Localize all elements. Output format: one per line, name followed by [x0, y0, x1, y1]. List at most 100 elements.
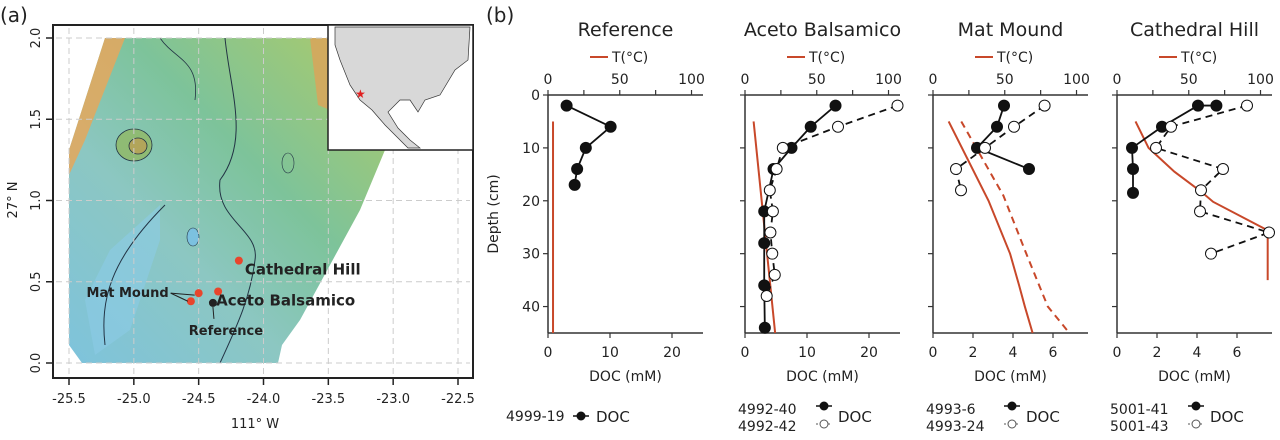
- legend-series-label: DOC: [838, 408, 872, 426]
- depth-tick-label: 10: [522, 141, 540, 157]
- depth-tick-label: 40: [522, 300, 540, 316]
- doc-tick-label: 2: [1153, 345, 1162, 361]
- doc-series-line: [765, 104, 898, 297]
- depth-axis-label: Depth (cm): [486, 174, 502, 253]
- doc-axis-label: DOC (mM): [786, 369, 859, 385]
- legend-core-id: 4992-42: [738, 419, 797, 435]
- site-leader-line: [170, 292, 189, 302]
- doc-data-point: [1126, 141, 1138, 154]
- legend-core-id: 4993-6: [926, 402, 976, 418]
- doc-tick-label: 10: [601, 345, 619, 361]
- doc-data-point: [891, 99, 904, 112]
- map-y-tick-label: 1.5: [29, 109, 44, 130]
- chart-title: Mat Mound: [958, 19, 1064, 41]
- t-tick-label: 50: [996, 72, 1014, 88]
- map-x-tick-label: -24.5: [182, 392, 216, 407]
- legend-series-label: DOC: [596, 408, 630, 426]
- chart-title: Aceto Balsamico: [744, 19, 901, 41]
- doc-data-point: [1210, 99, 1223, 112]
- site-label: Reference: [189, 324, 263, 339]
- legend-core-id: 5001-43: [1110, 419, 1169, 435]
- doc-data-point: [955, 184, 967, 197]
- t-tick-label: 50: [1180, 72, 1198, 88]
- t-tick-label: 0: [929, 72, 938, 88]
- site-marker: [208, 298, 217, 307]
- t-legend-label: T(°C): [611, 50, 648, 66]
- t-tick-label: 0: [741, 72, 750, 88]
- profile-chart-reference: Reference T(°C) 0 50 100 0 10 20 0 10 20 30 40 DOC (m…: [506, 19, 705, 426]
- chart-title: Cathedral Hill: [1130, 19, 1259, 41]
- doc-axis-label: DOC (mM): [589, 369, 662, 385]
- map-x-tick-label: -23.5: [312, 392, 346, 407]
- profiles-panel-label: (b): [486, 3, 514, 27]
- t-tick-label: 100: [678, 72, 705, 88]
- site-leader-line: [212, 306, 215, 319]
- map-x-tick-label: -25.5: [52, 392, 86, 407]
- t-legend-label: T(°C): [1180, 50, 1217, 66]
- doc-data-point: [1217, 163, 1229, 176]
- map-x-tick-label: -24.0: [247, 392, 281, 407]
- doc-data-point: [950, 163, 962, 176]
- doc-tick-label: 0: [741, 345, 750, 361]
- map-y-tick-label: 0.0: [29, 353, 44, 374]
- map-x-tick-label: -25.0: [117, 392, 151, 407]
- location-star-icon: ★: [355, 87, 366, 101]
- doc-data-point: [770, 163, 783, 176]
- legend-filled-marker: [576, 411, 586, 421]
- doc-data-point: [1127, 163, 1139, 176]
- doc-data-point: [1023, 163, 1035, 176]
- doc-tick-label: 20: [860, 345, 878, 361]
- doc-data-point: [1127, 186, 1139, 199]
- map-x-axis-label: 111° W: [231, 417, 279, 432]
- site-marker: [234, 256, 243, 265]
- doc-data-point: [758, 237, 771, 250]
- doc-data-point: [1165, 120, 1177, 133]
- doc-data-point: [579, 141, 592, 154]
- doc-tick-label: 6: [1049, 345, 1058, 361]
- legend-core-id: 4992-40: [738, 402, 797, 418]
- t-tick-label: 50: [808, 72, 826, 88]
- depth-tick-label: 0: [531, 88, 540, 104]
- doc-data-point: [991, 120, 1003, 133]
- map-y-tick-label: 1.0: [29, 190, 44, 211]
- doc-tick-label: 0: [544, 345, 553, 361]
- map-y-tick-label: 0.5: [29, 271, 44, 292]
- t-tick-label: 50: [611, 72, 629, 88]
- t-tick-label: 100: [875, 72, 902, 88]
- legend-series-label: DOC: [1026, 408, 1060, 426]
- doc-tick-label: 10: [798, 345, 816, 361]
- doc-data-point: [1241, 99, 1253, 112]
- doc-data-point: [829, 99, 842, 112]
- doc-tick-label: 2: [969, 345, 978, 361]
- doc-series-line: [1131, 104, 1217, 193]
- t-tick-label: 100: [1247, 72, 1274, 88]
- t-tick-label: 0: [1113, 72, 1122, 88]
- doc-data-point: [571, 163, 584, 176]
- doc-data-point: [604, 120, 617, 133]
- legend-filled-marker: [819, 401, 829, 411]
- doc-data-point: [1038, 99, 1051, 112]
- doc-data-point: [832, 120, 844, 133]
- depth-tick-label: 20: [522, 194, 540, 210]
- doc-data-point: [766, 247, 779, 260]
- map-axes: -25.5 -25.0 -24.5 -24.0 -23.5 -23.0 -22.5 0.0 0.…: [29, 28, 475, 407]
- doc-data-point: [764, 226, 777, 239]
- doc-tick-label: 6: [1233, 345, 1242, 361]
- site-marker: [194, 289, 203, 298]
- chart-title: Reference: [578, 19, 674, 41]
- temperature-profile-line: [960, 120, 1071, 334]
- doc-tick-label: 4: [1193, 345, 1202, 361]
- doc-axis-label: DOC (mM): [974, 369, 1047, 385]
- doc-data-point: [1150, 141, 1162, 154]
- site-marker: [214, 287, 223, 296]
- doc-data-point: [1192, 99, 1204, 112]
- temperature-profile-line: [947, 120, 1034, 334]
- map-panel-label: (a): [0, 3, 28, 27]
- site-leader-line: [170, 292, 195, 296]
- legend-core-id: 4999-19: [506, 409, 565, 425]
- map-sites: Cathedral Hill Aceto Balsamico Mat Mound Re…: [87, 256, 361, 339]
- doc-data-point: [758, 279, 771, 292]
- doc-tick-label: 4: [1009, 345, 1018, 361]
